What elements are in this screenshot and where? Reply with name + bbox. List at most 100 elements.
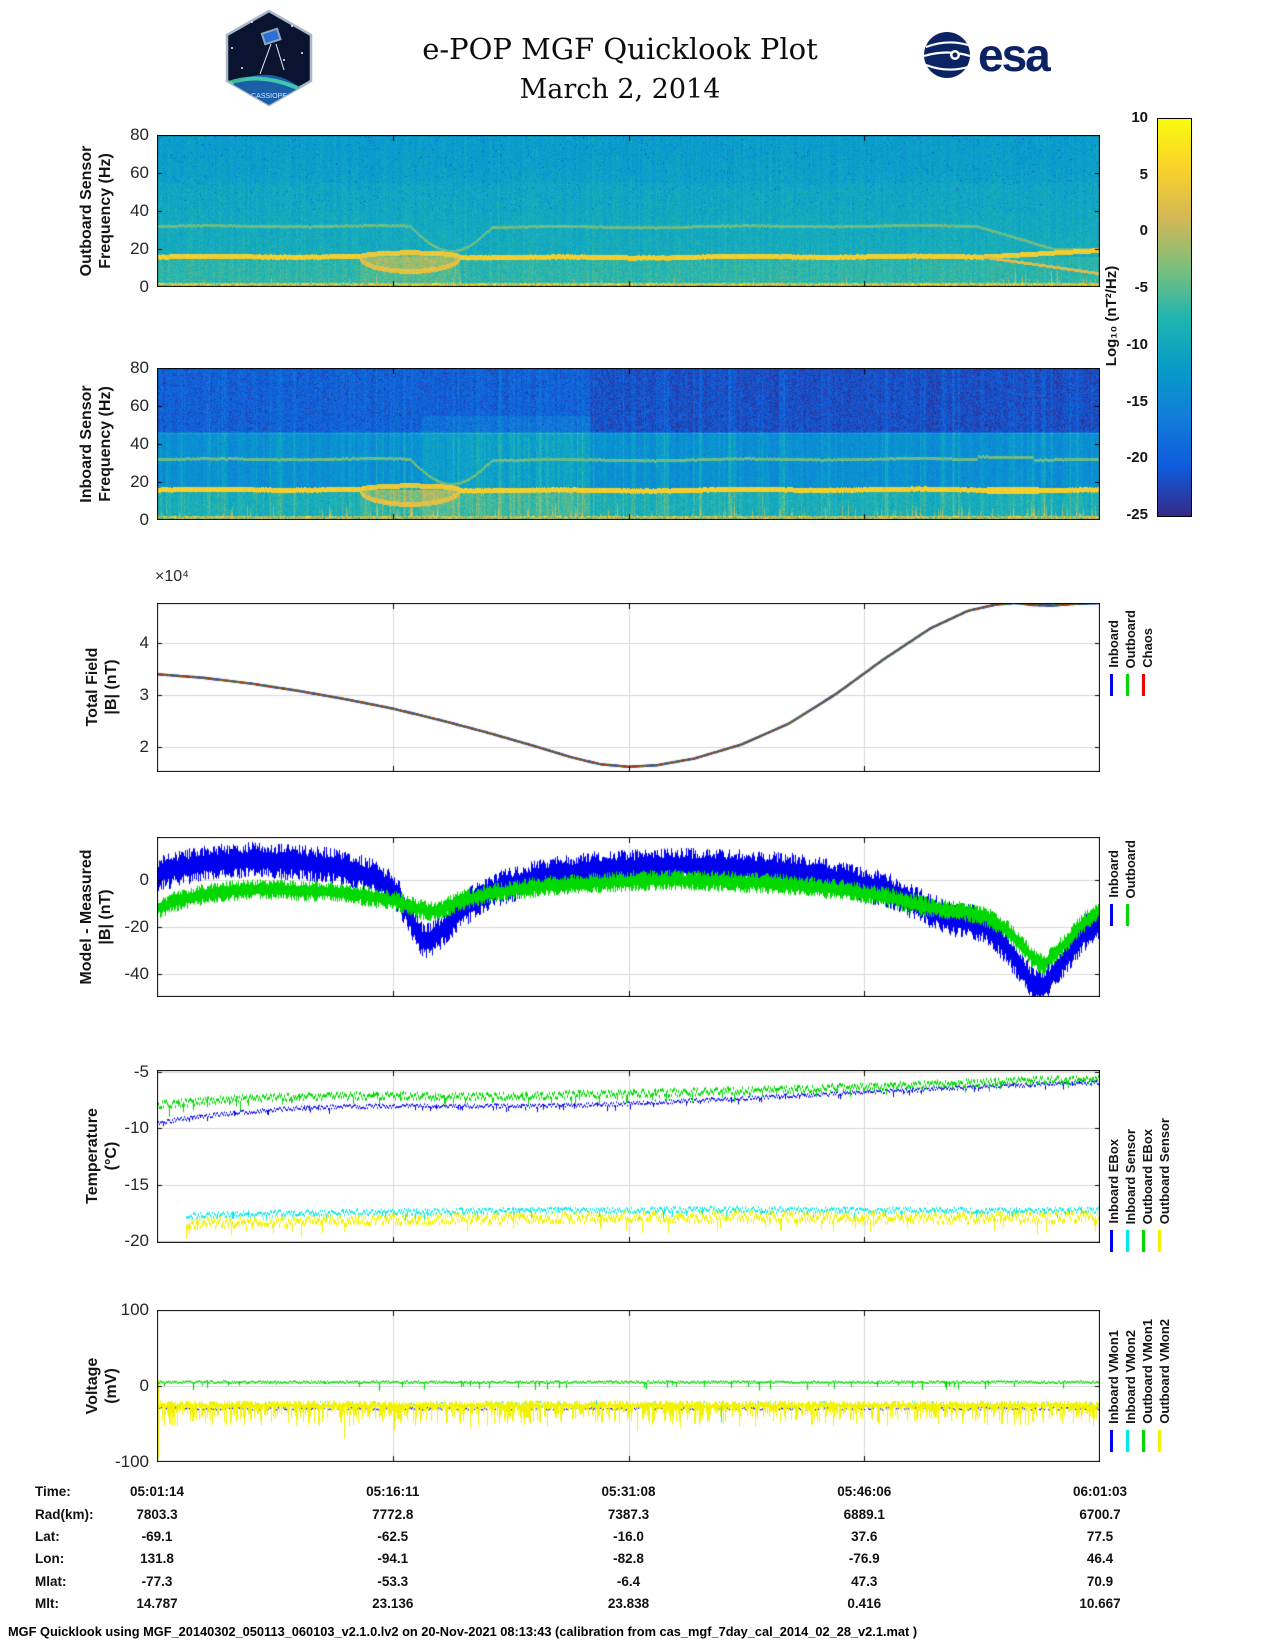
page-title: e-POP MGF Quicklook Plot bbox=[422, 32, 818, 66]
table-row-label: Mlt: bbox=[35, 1596, 59, 1611]
table-cell: 47.3 bbox=[851, 1574, 878, 1589]
table-cell: -69.1 bbox=[141, 1529, 173, 1544]
legend-label: Outboard EBox bbox=[1140, 1128, 1155, 1224]
legend-model-measured: Inboard Outboard bbox=[1106, 812, 1139, 926]
legend-temperature: Inboard EBox Inboard Sensor Outboard EBox O… bbox=[1106, 1066, 1173, 1252]
voltage-plot bbox=[157, 1310, 1100, 1462]
legend-swatch bbox=[1110, 674, 1113, 696]
legend-voltage: Inboard VMon1 Inboard VMon2 Outboard VMon1… bbox=[1106, 1272, 1173, 1452]
legend-labels: Inboard EBox Inboard Sensor Outboard EBox O… bbox=[1106, 1066, 1173, 1224]
y-tick-label: 80 bbox=[130, 125, 149, 144]
legend-swatches bbox=[1110, 1230, 1173, 1252]
legend-labels: Inboard Outboard Chaos bbox=[1106, 582, 1156, 669]
table-cell: 7387.3 bbox=[607, 1507, 650, 1522]
table-cell: 14.787 bbox=[136, 1596, 178, 1611]
legend-label: Outboard bbox=[1123, 609, 1138, 669]
table-row-label: Lat: bbox=[35, 1529, 60, 1544]
legend-swatch bbox=[1142, 1230, 1145, 1252]
table-cell: 06:01:03 bbox=[1072, 1484, 1128, 1499]
y-tick-label: 80 bbox=[130, 358, 149, 377]
colorbar-tick-label: 5 bbox=[1139, 165, 1148, 183]
y-tick-label: 60 bbox=[130, 396, 149, 415]
legend-label: Outboard bbox=[1123, 839, 1138, 899]
legend-labels: Inboard VMon1 Inboard VMon2 Outboard VMon1… bbox=[1106, 1272, 1173, 1424]
table-cell: 37.6 bbox=[851, 1529, 878, 1544]
table-cell: 05:01:14 bbox=[129, 1484, 185, 1499]
legend-label: Outboard VMon2 bbox=[1157, 1319, 1172, 1424]
temperature-plot bbox=[157, 1070, 1100, 1243]
legend-label: Inboard VMon1 bbox=[1106, 1330, 1121, 1424]
legend-swatch bbox=[1126, 1430, 1129, 1452]
legend-swatch bbox=[1110, 904, 1113, 926]
table-cell: 70.9 bbox=[1086, 1574, 1114, 1589]
table-cell: 7803.3 bbox=[136, 1507, 178, 1522]
y-tick-label: 2 bbox=[139, 737, 149, 757]
table-cell: 05:31:08 bbox=[601, 1484, 656, 1499]
legend-swatch bbox=[1110, 1430, 1113, 1452]
table-cell: 23.136 bbox=[372, 1596, 414, 1611]
total-field-plot bbox=[157, 603, 1100, 772]
y-tick-label: 0 bbox=[139, 277, 149, 296]
y-tick-label: 40 bbox=[130, 201, 149, 220]
table-cell: -94.1 bbox=[377, 1551, 409, 1566]
y-tick-label: 20 bbox=[130, 239, 149, 258]
table-cell: 10.667 bbox=[1079, 1596, 1121, 1611]
y-tick-label: -100 bbox=[114, 1452, 149, 1471]
table-cell: -16.0 bbox=[613, 1529, 644, 1544]
table-cell: 6889.1 bbox=[843, 1507, 885, 1522]
provenance-footer: MGF Quicklook using MGF_20140302_050113_… bbox=[8, 1624, 918, 1639]
y-tick-label: 0 bbox=[139, 1376, 149, 1395]
table-cell: 05:46:06 bbox=[837, 1484, 892, 1499]
y-tick-label: 20 bbox=[130, 472, 149, 491]
table-cell: -77.3 bbox=[141, 1574, 173, 1589]
legend-label: Chaos bbox=[1140, 628, 1155, 668]
legend-label: Outboard Sensor bbox=[1157, 1117, 1172, 1224]
legend-swatch bbox=[1126, 904, 1129, 926]
colorbar-tick-label: -15 bbox=[1126, 392, 1148, 410]
table-row-label: Lon: bbox=[35, 1551, 65, 1566]
y-tick-label: 0 bbox=[139, 869, 149, 889]
legend-total-field: Inboard Outboard Chaos bbox=[1106, 582, 1156, 696]
table-row-label: Time: bbox=[35, 1484, 71, 1499]
table-cell: -6.4 bbox=[616, 1574, 641, 1589]
y-tick-label: -5 bbox=[133, 1062, 149, 1082]
table-cell: 23.838 bbox=[607, 1596, 650, 1611]
y-tick-label: -20 bbox=[124, 916, 149, 936]
esa-logo-text: esa bbox=[978, 29, 1051, 81]
y-tick-label: 60 bbox=[130, 163, 149, 182]
colorbar bbox=[1157, 118, 1192, 517]
y-tick-label: 0 bbox=[139, 510, 149, 529]
table-cell: 7772.8 bbox=[372, 1507, 414, 1522]
table-cell: 77.5 bbox=[1086, 1529, 1114, 1544]
legend-swatches bbox=[1110, 904, 1139, 926]
y-tick-label: 40 bbox=[130, 434, 149, 453]
legend-swatch bbox=[1110, 1230, 1113, 1252]
legend-label: Outboard VMon1 bbox=[1140, 1319, 1155, 1424]
colorbar-tick-label: -5 bbox=[1134, 279, 1148, 297]
model-measured-plot bbox=[157, 837, 1100, 997]
legend-labels: Inboard Outboard bbox=[1106, 812, 1139, 899]
colorbar-tick-label: -25 bbox=[1126, 506, 1148, 523]
legend-swatch bbox=[1142, 674, 1145, 696]
legend-swatch bbox=[1126, 674, 1129, 696]
colorbar-tick-label: 0 bbox=[1139, 222, 1148, 240]
y-tick-label: -10 bbox=[124, 1118, 149, 1138]
legend-swatch bbox=[1126, 1230, 1129, 1252]
outboard-spectrogram bbox=[157, 135, 1100, 287]
table-cell: -62.5 bbox=[377, 1529, 409, 1544]
page-date: March 2, 2014 bbox=[519, 74, 721, 105]
legend-swatches bbox=[1110, 674, 1156, 696]
colorbar-tick-label: -20 bbox=[1126, 449, 1148, 467]
y-tick-label: -40 bbox=[124, 963, 149, 983]
table-cell: -76.9 bbox=[848, 1551, 880, 1566]
y-tick-label: 3 bbox=[139, 685, 149, 705]
legend-swatch bbox=[1158, 1430, 1161, 1452]
legend-label: Inboard EBox bbox=[1106, 1139, 1121, 1224]
legend-swatches bbox=[1110, 1430, 1173, 1452]
inboard-spectrogram bbox=[157, 368, 1100, 520]
cassiope-mission-patch: CASSIOPE bbox=[225, 9, 313, 107]
legend-label: Inboard bbox=[1106, 850, 1121, 898]
table-cell: 131.8 bbox=[140, 1551, 174, 1566]
legend-swatch bbox=[1158, 1230, 1161, 1252]
